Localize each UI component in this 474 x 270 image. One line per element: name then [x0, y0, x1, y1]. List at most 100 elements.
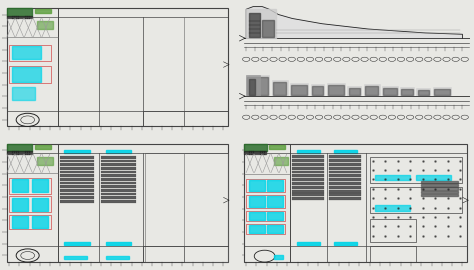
Bar — [101, 171, 136, 173]
Bar — [255, 151, 256, 154]
Bar — [432, 87, 451, 96]
Bar — [292, 178, 324, 181]
Bar — [370, 246, 417, 262]
Bar — [267, 180, 283, 191]
Bar — [297, 242, 320, 245]
Bar — [292, 186, 324, 189]
Bar — [329, 171, 361, 173]
Bar — [10, 16, 12, 18]
Bar — [329, 178, 361, 181]
Bar — [329, 197, 361, 200]
Bar — [60, 156, 94, 158]
Bar — [417, 88, 430, 96]
Bar — [375, 205, 410, 211]
Bar — [401, 87, 414, 96]
Bar — [329, 182, 361, 185]
Bar — [143, 111, 184, 126]
Bar — [16, 16, 18, 18]
Bar — [27, 16, 28, 18]
Bar — [370, 187, 463, 213]
Bar — [12, 151, 14, 154]
Bar — [249, 151, 251, 154]
Bar — [248, 225, 264, 233]
Bar — [9, 66, 51, 83]
Bar — [101, 178, 136, 181]
Bar — [22, 16, 23, 18]
Bar — [24, 151, 25, 154]
Bar — [246, 151, 247, 154]
Bar — [9, 178, 51, 194]
Bar — [244, 144, 267, 151]
Bar — [12, 16, 14, 18]
Bar — [292, 197, 324, 200]
Bar — [292, 182, 324, 185]
Bar — [292, 155, 324, 158]
Bar — [37, 157, 53, 165]
Bar — [26, 16, 27, 18]
Bar — [329, 163, 361, 166]
Bar — [101, 197, 136, 199]
Bar — [106, 256, 129, 259]
Bar — [329, 190, 361, 193]
Bar — [101, 182, 136, 184]
Bar — [101, 193, 136, 195]
Bar — [31, 16, 32, 18]
Bar — [248, 79, 255, 95]
Bar — [101, 160, 136, 162]
Bar — [9, 45, 51, 60]
Bar — [101, 167, 136, 170]
Bar — [417, 175, 451, 180]
Bar — [329, 174, 361, 177]
Bar — [60, 182, 94, 184]
Bar — [274, 255, 283, 259]
Bar — [347, 86, 361, 96]
Bar — [7, 8, 32, 16]
Bar — [292, 159, 324, 162]
Bar — [29, 16, 30, 18]
Bar — [418, 90, 429, 95]
Bar — [24, 16, 25, 18]
Bar — [10, 151, 12, 154]
Bar — [246, 9, 276, 38]
Bar — [327, 83, 345, 96]
Bar — [32, 179, 48, 192]
Bar — [272, 80, 288, 96]
Bar — [60, 185, 94, 188]
Bar — [269, 145, 285, 149]
Bar — [106, 242, 131, 245]
Bar — [35, 145, 51, 149]
Bar — [421, 181, 458, 183]
Bar — [101, 174, 136, 177]
Bar — [18, 151, 19, 154]
Bar — [329, 194, 361, 196]
Bar — [292, 163, 324, 166]
Bar — [9, 151, 10, 154]
Bar — [11, 67, 42, 82]
Bar — [329, 159, 361, 162]
Bar — [32, 198, 48, 211]
Bar — [348, 87, 360, 95]
Bar — [7, 144, 32, 151]
Bar — [11, 46, 42, 59]
Bar — [329, 155, 361, 158]
Bar — [248, 180, 264, 191]
Bar — [310, 84, 324, 96]
Bar — [246, 224, 285, 234]
Bar — [7, 151, 9, 154]
Bar — [334, 242, 356, 245]
Bar — [101, 200, 136, 203]
Bar — [370, 157, 463, 183]
Bar — [11, 179, 27, 192]
Bar — [267, 225, 283, 233]
Bar — [329, 186, 361, 189]
Bar — [11, 87, 35, 100]
Bar — [18, 16, 19, 18]
Bar — [64, 150, 90, 153]
Bar — [26, 151, 27, 154]
Bar — [253, 151, 255, 154]
Bar — [246, 179, 285, 192]
Bar — [32, 216, 48, 228]
Bar — [370, 219, 417, 242]
Bar — [14, 151, 16, 154]
Bar — [248, 196, 264, 207]
